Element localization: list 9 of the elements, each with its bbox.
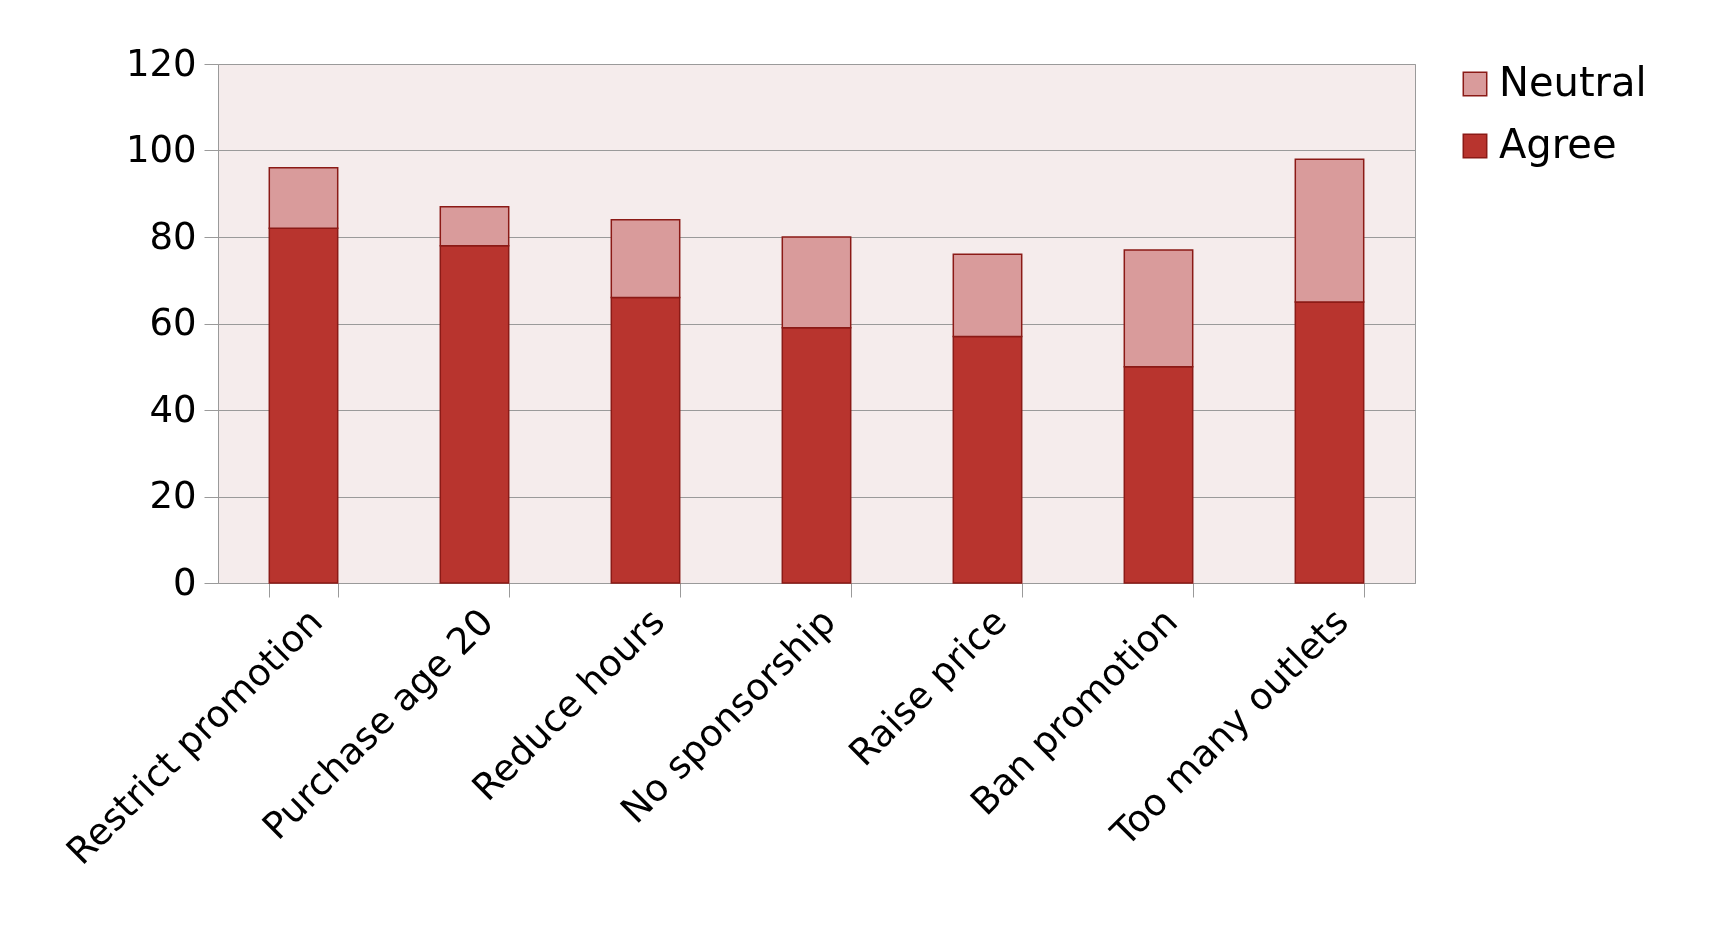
y-tick-label: 60 <box>149 301 197 344</box>
legend-label: Neutral <box>1499 59 1647 105</box>
y-tick-label: 80 <box>149 214 197 258</box>
y-tick-label: 0 <box>172 560 197 604</box>
legend-label: Agree <box>1499 121 1617 167</box>
y-tick-label: 20 <box>149 474 197 517</box>
y-tick-label: 40 <box>149 387 197 431</box>
y-tick-label: 100 <box>125 128 197 171</box>
y-tick-label: 120 <box>125 41 197 85</box>
